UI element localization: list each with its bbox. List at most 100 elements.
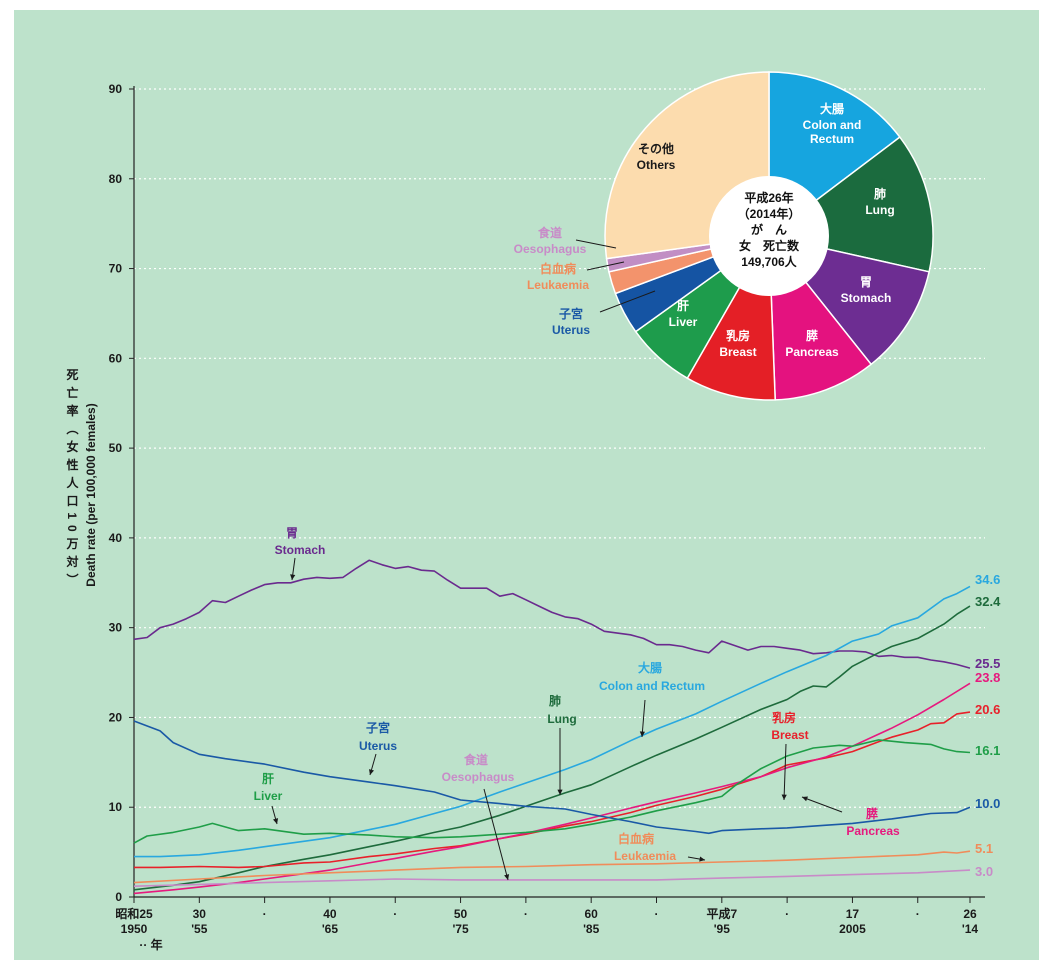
series-label-ja: 食道: [463, 752, 488, 767]
y-axis-title-ja: 死亡率（女性人口10万対）: [65, 368, 79, 592]
series-label-en: Breast: [771, 728, 808, 742]
series-label-en: Stomach: [275, 543, 326, 557]
y-tick-label: 30: [109, 621, 123, 635]
x-tick-sublabel: '85: [583, 922, 600, 936]
x-tick-sublabel: '65: [322, 922, 339, 936]
label-pointer-line: [483, 788, 509, 881]
x-tick-label: 60: [585, 907, 599, 921]
pie-label-en: Rectum: [810, 132, 854, 146]
x-tick-sublabel: '55: [191, 922, 208, 936]
label-pointer-arrowhead: [802, 796, 808, 802]
pie-label-ja: 白血病: [540, 261, 576, 276]
series-end-value: 20.6: [975, 702, 1000, 717]
label-pointer-arrowhead: [273, 818, 279, 824]
series-end-value: 10.0: [975, 796, 1000, 811]
pie-label-ja: 膵: [806, 328, 818, 343]
pie-label-en: Lung: [865, 203, 894, 217]
label-pointer-line: [801, 796, 843, 813]
x-tick-label: ·: [785, 907, 789, 921]
series-label-en: Liver: [254, 789, 283, 803]
label-pointer-arrowhead: [639, 731, 645, 737]
series-end-value: 16.1: [975, 743, 1000, 758]
series-line: [134, 585, 971, 858]
y-axis-title-en: Death rate (per 100,000 females): [84, 403, 98, 586]
label-pointer-line: [641, 699, 646, 738]
series-label-ja: 胃: [286, 526, 298, 540]
series-label-en: Uterus: [359, 739, 397, 753]
series-label-en: Leukaemia: [614, 849, 676, 863]
series-label-ja: 肺: [549, 693, 561, 708]
y-tick-label: 70: [109, 262, 123, 276]
label-pointer-arrowhead: [369, 769, 374, 775]
series-line: [133, 682, 971, 895]
series-line: [133, 720, 971, 835]
series-end-value: 32.4: [975, 594, 1001, 609]
series-label-en: Colon and Rectum: [599, 679, 705, 693]
label-pointer-arrowhead: [504, 874, 510, 880]
pie-label-ja: 乳房: [726, 328, 750, 343]
series-end-value: 25.5: [975, 656, 1000, 671]
label-pointer-line: [783, 743, 787, 801]
x-tick-label: 平成7: [706, 906, 737, 921]
pie-label-pointer: [586, 261, 625, 271]
series-label-ja: 子宮: [366, 720, 390, 735]
pie-center-text: 149,706人: [741, 254, 797, 269]
pie-label-ja: 食道: [537, 225, 562, 240]
y-tick-label: 10: [109, 800, 123, 814]
label-pointer-arrowhead: [557, 789, 563, 795]
label-pointer-arrowhead: [781, 794, 787, 800]
pie-label-ja: その他: [638, 141, 674, 156]
x-tick-label: 昭和25: [115, 906, 153, 921]
x-tick-label: 40: [323, 907, 337, 921]
series-label-ja: 肝: [262, 771, 274, 786]
series-end-value: 23.8: [975, 670, 1000, 685]
series-line: [133, 559, 971, 669]
x-tick-label: ·: [263, 907, 267, 921]
pie-label-ja: 肝: [677, 298, 689, 313]
x-tick-sublabel: '95: [714, 922, 731, 936]
x-tick-sublabel: 1950: [121, 922, 148, 936]
series-line: [133, 739, 971, 844]
pie-center-text: が ん: [751, 222, 787, 237]
pie-label-pointer: [599, 290, 656, 313]
x-tick-label: 50: [454, 907, 468, 921]
pie-center-text: （2014年）: [738, 206, 801, 221]
label-pointer-arrowhead: [290, 574, 296, 580]
series-label-en: Oesophagus: [442, 770, 515, 784]
y-tick-label: 60: [109, 351, 123, 365]
y-tick-label: 50: [109, 441, 123, 455]
pie-label-en: Stomach: [841, 291, 892, 305]
pie-label-en: Others: [637, 158, 676, 172]
x-tick-sublabel: 2005: [839, 922, 866, 936]
pie-label-en: Uterus: [552, 323, 590, 337]
series-line: [133, 605, 971, 891]
series-label-ja: 白血病: [618, 831, 654, 846]
y-tick-label: 90: [109, 82, 123, 96]
label-pointer-arrowhead: [699, 856, 705, 862]
pie-center-text: 女 死亡数: [739, 238, 800, 253]
series-label-ja: 膵: [866, 806, 878, 821]
x-tick-sublabel: '75: [452, 922, 469, 936]
y-tick-label: 0: [115, 890, 122, 904]
series-end-value: 3.0: [975, 864, 993, 879]
pie-label-en: Oesophagus: [514, 242, 587, 256]
series-end-value: 34.6: [975, 572, 1000, 587]
pie-label-en: Pancreas: [785, 345, 839, 359]
pie-label-pointer: [575, 239, 617, 249]
pie-label-en: Colon and: [803, 118, 862, 132]
series-label-ja: 乳房: [772, 710, 796, 725]
pie-label-ja: 肺: [874, 186, 886, 201]
y-tick-label: 20: [109, 710, 123, 724]
pie-label-en: Liver: [669, 315, 698, 329]
pie-center-text: 平成26年: [744, 190, 793, 205]
series-end-value: 5.1: [975, 841, 993, 856]
x-axis-year-unit: ·· 年: [139, 937, 162, 952]
pie-label-en: Leukaemia: [527, 278, 589, 292]
pie-label-ja: 胃: [860, 275, 872, 289]
pie-label-en: Breast: [719, 345, 756, 359]
y-tick-label: 80: [109, 172, 123, 186]
x-tick-label: 17: [846, 907, 860, 921]
series-label-en: Pancreas: [846, 824, 900, 838]
